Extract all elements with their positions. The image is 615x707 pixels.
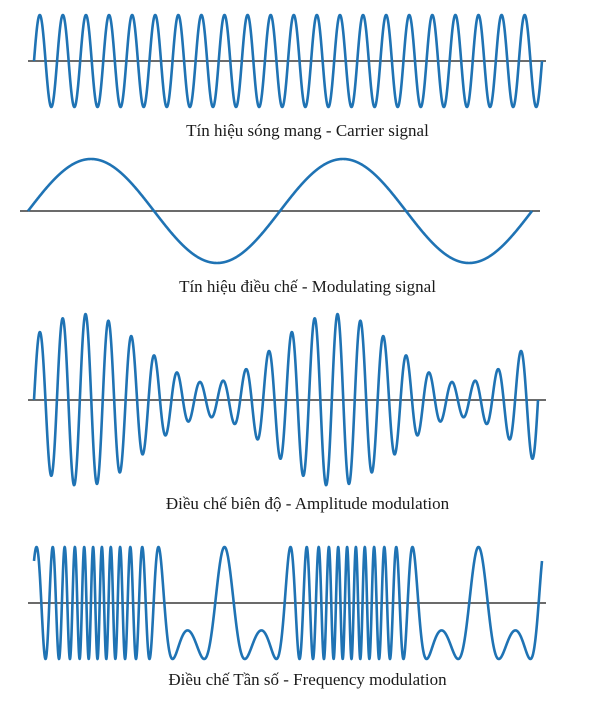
modulating-wave	[26, 157, 534, 265]
fm-wave	[32, 545, 544, 661]
carrier-panel	[28, 13, 546, 109]
modulating-caption: Tín hiệu điều chế - Modulating signal	[179, 277, 436, 296]
fm-panel	[28, 545, 546, 661]
am-wave	[32, 312, 540, 487]
modulating-panel	[20, 157, 540, 265]
carrier-caption: Tín hiệu sóng mang - Carrier signal	[186, 121, 429, 140]
am-caption: Điều chế biên độ - Amplitude modulation	[165, 494, 450, 513]
am-panel	[28, 312, 546, 487]
fm-caption: Điều chế Tần số - Frequency modulation	[168, 670, 447, 689]
carrier-wave	[32, 13, 544, 109]
